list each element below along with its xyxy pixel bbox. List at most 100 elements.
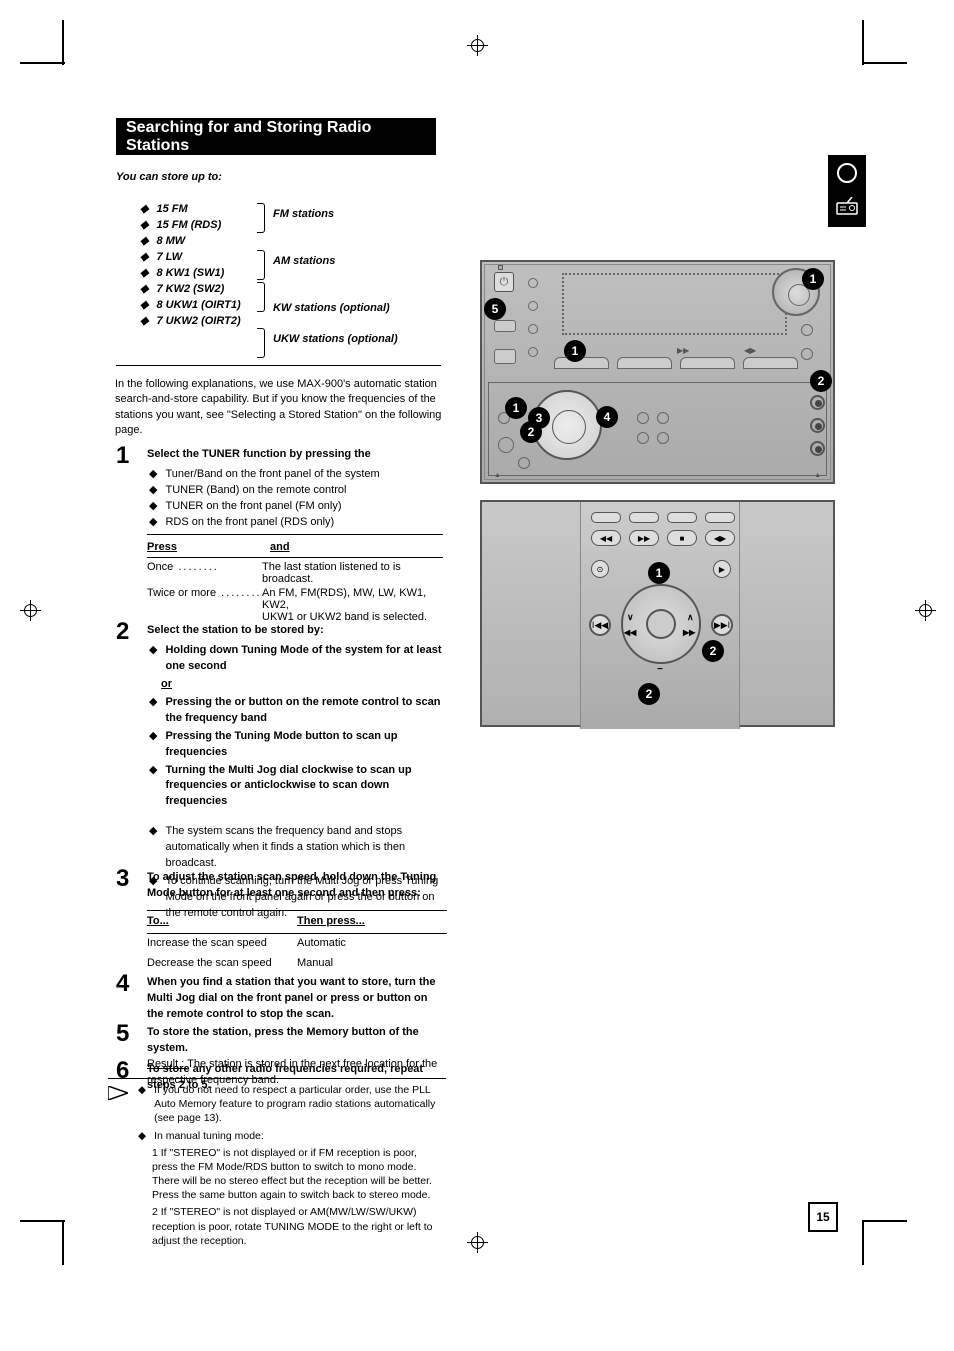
button-column	[528, 278, 538, 370]
step2-text: Select the station to be stored by:	[147, 624, 324, 636]
press-header: Press	[147, 541, 177, 553]
glyph: ◀▶	[744, 346, 756, 355]
step-number: 5	[116, 1020, 129, 1048]
callout-badge: 1	[648, 562, 670, 584]
step-number: 3	[116, 865, 129, 893]
step1-body: Select the TUNER function by pressing th…	[147, 447, 443, 531]
round-button-icon	[518, 457, 530, 469]
brace-label: UKW stations (optional)	[273, 333, 398, 345]
small-button-icon	[528, 301, 538, 311]
step1-option: ◆RDS on the front panel (RDS only)	[147, 515, 443, 531]
device-illustration: ▶▶ ◀▶ ▲ ▲	[480, 260, 835, 484]
device-button	[494, 320, 516, 332]
note-bullet: 1 If "STEREO" is not displayed or if FM …	[138, 1146, 443, 1203]
soft-button	[617, 357, 672, 369]
crop-mark	[20, 62, 65, 64]
step2-bullet: ◆Turning the Multi Jog dial clockwise to…	[147, 763, 447, 811]
manual-page: 15 Searching for and Storing Radio Stati…	[0, 0, 954, 1351]
station-type-row: ◆8 MW	[140, 233, 440, 249]
registration-mark	[20, 600, 41, 621]
stop-button-icon: ■	[667, 530, 697, 546]
brace-label: AM stations	[273, 255, 335, 267]
small-button-icon	[528, 347, 538, 357]
step1-bold: Select the TUNER function by pressing th…	[147, 448, 371, 460]
brace	[257, 282, 265, 312]
crop-mark	[62, 20, 64, 65]
ffwd-button-icon: ▶▶	[629, 530, 659, 546]
step4-body: When you find a station that you want to…	[147, 975, 447, 1023]
note-body: ◆If you do not need to respect a particu…	[138, 1083, 443, 1251]
radio-icon	[836, 197, 858, 215]
round-button-icon	[801, 324, 813, 336]
divider	[147, 557, 443, 558]
step-number: 4	[116, 970, 129, 998]
step2-bullet: ◆Pressing the or button on the remote co…	[147, 695, 447, 727]
divider	[116, 365, 441, 366]
callout-badge: 2	[810, 370, 832, 392]
round-button-icon	[801, 348, 813, 360]
note-bullet: ◆In manual tuning mode:	[138, 1129, 443, 1143]
playpause-button-icon: ◀▶	[705, 530, 735, 546]
device-button	[494, 349, 516, 364]
glyph: ▶▶	[677, 346, 689, 355]
registration-mark	[467, 35, 488, 56]
brace	[257, 250, 265, 280]
minus-icon: −	[657, 664, 663, 675]
step3-row: Decrease the scan speedManual	[147, 954, 447, 974]
note-bullet: 2 If "STEREO" is not displayed or AM(MW/…	[138, 1205, 443, 1248]
side-button-icon	[810, 441, 825, 456]
step2-sub: ◆The system scans the frequency band and…	[147, 824, 447, 872]
divider	[108, 1078, 446, 1079]
step-number: 1	[116, 442, 129, 470]
brace	[257, 328, 265, 358]
section-title: Searching for and Storing Radio Stations	[116, 118, 436, 155]
up-chevron-icon: ∧	[687, 612, 694, 623]
remote-round-button: ▶	[713, 560, 731, 578]
eject-icon: ▲	[814, 472, 821, 479]
power-led	[498, 265, 503, 270]
round-button-icon	[657, 432, 669, 444]
step1-option: ◆TUNER (Band) on the remote control	[147, 483, 443, 499]
station-type-row: ◆7 KW2 (SW2)	[140, 281, 440, 297]
step3-text: To adjust the station scan speed, hold d…	[147, 871, 436, 899]
prev-track-icon: I◀◀	[589, 614, 611, 636]
note-icon	[108, 1086, 128, 1100]
result-row: Once ........The last station listened t…	[147, 561, 447, 585]
lead-text: You can store up to:	[116, 170, 436, 184]
step2-bullet: or	[147, 677, 447, 693]
callout-badge: 1	[802, 268, 824, 290]
round-button-icon	[657, 412, 669, 424]
brace	[257, 203, 265, 233]
display-area	[562, 273, 787, 335]
remote-button	[667, 512, 697, 523]
page-number: 15	[808, 1202, 838, 1232]
eject-icon: ▲	[494, 472, 501, 479]
step1-option: ◆TUNER on the front panel (FM only)	[147, 499, 443, 515]
step3-row: Increase the scan speedAutomatic	[147, 934, 447, 954]
prev-icon: ◀◀	[624, 628, 636, 637]
soft-button	[680, 357, 735, 369]
side-button-icon	[810, 395, 825, 410]
brace-label: FM stations	[273, 208, 334, 220]
brace-label: KW stations (optional)	[273, 302, 390, 314]
step3-body: To adjust the station scan speed, hold d…	[147, 870, 447, 974]
callout-badge: 1	[505, 397, 527, 419]
callout-badge: 2	[702, 640, 724, 662]
callout-badge: 2	[638, 683, 660, 705]
round-button-icon	[637, 432, 649, 444]
step2-bullet: ◆Holding down Tuning Mode of the system …	[147, 643, 447, 675]
language-tab: GB	[828, 155, 866, 227]
next-icon: ▶▶	[683, 628, 695, 637]
small-button-icon	[528, 324, 538, 334]
language-label: GB	[872, 163, 881, 175]
next-track-icon: ▶▶I	[711, 614, 733, 636]
soft-button	[743, 357, 798, 369]
crop-mark	[62, 1220, 64, 1265]
step1-results: Once ........The last station listened t…	[147, 561, 447, 625]
round-button-icon	[637, 412, 649, 424]
callout-badge: 2	[520, 421, 542, 443]
crop-mark	[862, 62, 907, 64]
and-header: and	[270, 541, 290, 553]
circle-icon	[837, 163, 857, 183]
callout-badge: 1	[564, 340, 586, 362]
